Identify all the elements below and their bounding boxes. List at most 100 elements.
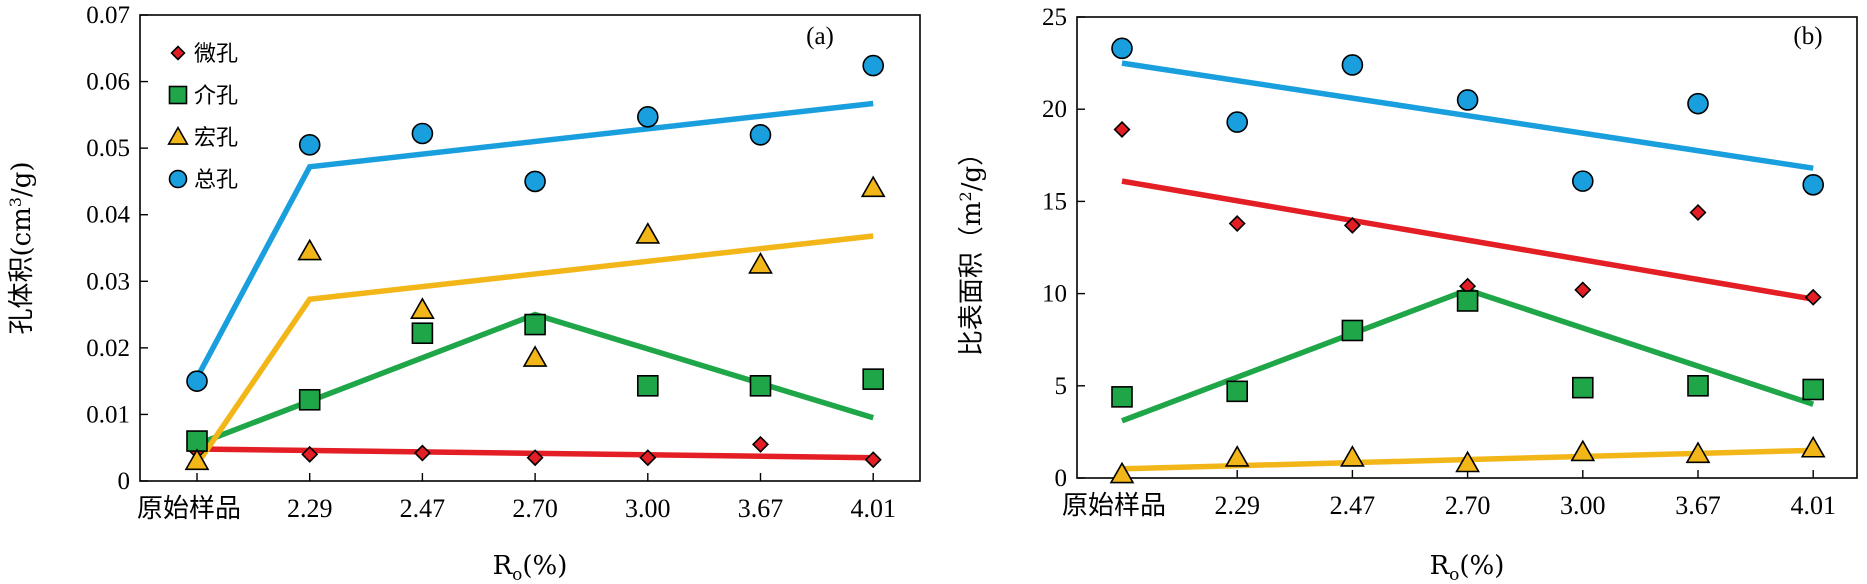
plot-frame <box>139 14 921 482</box>
data-point-diamond <box>1228 215 1246 233</box>
data-point-square <box>298 388 321 411</box>
data-point-circle <box>636 106 659 128</box>
x-tick-label: 3.00 <box>1560 491 1606 520</box>
x-axis-label-main: R <box>493 551 514 581</box>
trend-line-circle <box>1121 60 1814 171</box>
y-tick-label: 0.06 <box>86 69 130 96</box>
data-point-diamond <box>526 449 544 467</box>
x-axis-label-tail: (%) <box>1459 551 1504 581</box>
data-point-triangle <box>1685 441 1711 464</box>
legend-label: 宏孔 <box>194 126 238 151</box>
x-tick-label: 2.29 <box>1214 491 1260 520</box>
y-tick-label: 0 <box>118 468 131 495</box>
data-point-square <box>749 375 772 397</box>
legend-label: 微孔 <box>194 42 238 67</box>
x-axis-label: Ro(%) <box>1430 551 1505 584</box>
y-tick-label: 0.02 <box>86 335 130 362</box>
y-tick-label: 25 <box>1042 4 1067 31</box>
data-point-triangle <box>184 448 210 471</box>
x-tick-label: 3.67 <box>738 494 784 523</box>
data-point-square <box>1111 386 1133 408</box>
data-point-diamond <box>1343 216 1361 234</box>
x-axis-label: Ro(%) <box>493 551 568 584</box>
data-point-square <box>1341 319 1364 342</box>
chart-panel-a: 0 0.01 0.02 0.03 0.04 0.05 0.06 0.07 原始样品 2.29 2.4… <box>6 2 921 584</box>
x-axis-label-tail: (%) <box>522 551 567 581</box>
legend-marker-diamond <box>170 45 186 61</box>
data-point-square <box>636 375 659 397</box>
y-axis-label-tail: /g） <box>957 140 987 191</box>
data-point-circle <box>524 170 546 193</box>
x-tick-label: 2.47 <box>1330 491 1376 520</box>
y-tick-label: 0 <box>1055 465 1068 492</box>
data-point-diamond <box>1574 281 1592 299</box>
data-point-square <box>186 430 208 452</box>
data-point-triangle <box>1109 461 1135 484</box>
data-point-diamond <box>1113 120 1131 138</box>
data-point-square <box>862 368 885 390</box>
y-tick-label: 10 <box>1042 281 1067 308</box>
y-axis-label-sup: 3 <box>6 197 25 207</box>
x-tick-label: 3.00 <box>625 494 671 523</box>
y-axis-label: 比表面积（m2/g） <box>956 140 987 356</box>
data-point-triangle <box>522 345 548 367</box>
data-point-square <box>1802 378 1824 401</box>
y-axis-label-tail: /g) <box>7 161 37 197</box>
panel-label: (b) <box>1793 23 1822 50</box>
data-point-circle <box>186 370 208 392</box>
x-axis-label-sub: o <box>1449 565 1459 584</box>
data-point-triangle <box>1570 439 1596 462</box>
data-point-triangle <box>410 297 435 319</box>
y-tick-label: 15 <box>1042 188 1067 215</box>
y-tick-label: 0.03 <box>86 268 130 295</box>
y-tick-label: 0.04 <box>86 202 130 229</box>
x-tick-label: 2.70 <box>1445 491 1491 520</box>
data-point-circle <box>1802 174 1824 196</box>
y-tick-label: 5 <box>1055 373 1068 400</box>
legend-marker-circle <box>168 169 188 189</box>
y-tick-label: 20 <box>1042 96 1067 123</box>
trend-line-circle <box>194 100 874 380</box>
data-point-circle <box>1456 89 1479 111</box>
data-point-circle <box>1572 170 1594 192</box>
y-axis-label-main: 比表面积（m <box>957 201 987 356</box>
y-tick-label: 0.07 <box>86 2 130 29</box>
data-point-circle <box>749 124 772 146</box>
data-point-diamond <box>1804 288 1822 306</box>
data-point-triangle <box>635 222 661 244</box>
data-point-diamond <box>864 451 882 469</box>
data-point-square <box>1572 376 1594 399</box>
trend-line-triangle <box>194 233 874 466</box>
data-point-triangle <box>748 252 773 274</box>
legend-marker-square <box>168 85 188 105</box>
y-axis-label-sup: 2 <box>956 191 975 201</box>
data-point-triangle <box>1455 450 1480 473</box>
data-point-triangle <box>1800 435 1826 458</box>
data-point-circle <box>298 134 321 156</box>
x-tick-label: 2.29 <box>287 494 333 523</box>
y-axis-label: 孔体积(cm3/g) <box>6 161 37 334</box>
data-point-circle <box>1226 111 1248 133</box>
x-axis-label-sub: o <box>512 565 522 584</box>
data-point-diamond <box>1689 203 1707 221</box>
data-point-square <box>1456 290 1479 312</box>
panel-label: (a) <box>806 23 834 50</box>
data-point-diamond <box>413 444 431 462</box>
x-axis-label-main: R <box>1430 551 1451 581</box>
data-point-circle <box>1111 37 1133 60</box>
x-tick-label: 原始样品 <box>137 494 241 523</box>
data-point-diamond <box>301 445 319 463</box>
chart-panel-b: 0 5 10 15 20 25 原始样品 2.29 2.47 2.70 3.00 3.67 4.01 Ro… <box>956 4 1858 584</box>
data-point-triangle <box>1224 445 1250 467</box>
x-tick-label: 2.47 <box>400 494 446 523</box>
data-point-diamond <box>752 435 769 453</box>
data-point-triangle <box>297 238 323 261</box>
legend-marker-triangle <box>167 126 189 145</box>
data-point-square <box>1687 374 1709 397</box>
y-tick-label: 0.05 <box>86 135 130 162</box>
data-point-square <box>524 313 546 336</box>
x-tick-label: 3.67 <box>1675 491 1721 520</box>
data-point-diamond <box>639 449 657 467</box>
